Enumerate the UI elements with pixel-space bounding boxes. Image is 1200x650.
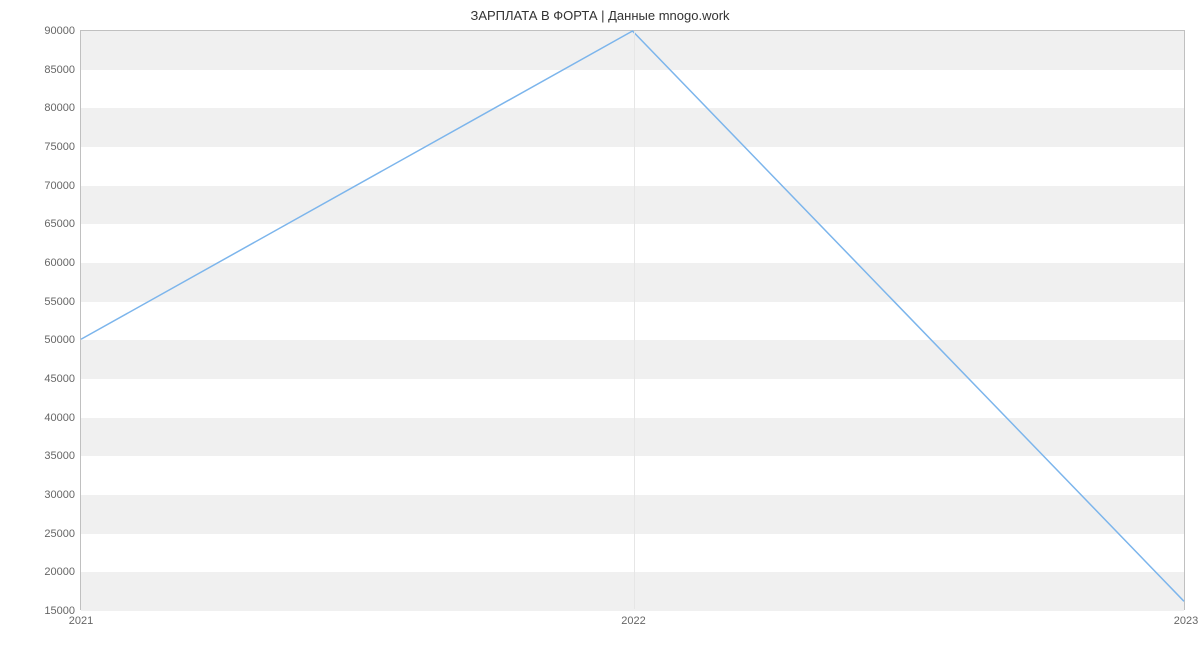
y-tick-label: 55000: [44, 296, 75, 308]
y-tick-label: 75000: [44, 141, 75, 153]
salary-chart: ЗАРПЛАТА В ФОРТА | Данные mnogo.work 150…: [0, 0, 1200, 650]
y-tick-label: 30000: [44, 489, 75, 501]
y-tick-label: 35000: [44, 450, 75, 462]
y-tick-label: 80000: [44, 102, 75, 114]
y-tick-label: 90000: [44, 25, 75, 37]
x-tick-label: 2022: [621, 615, 645, 627]
y-tick-label: 50000: [44, 334, 75, 346]
y-tick-label: 60000: [44, 257, 75, 269]
y-tick-label: 40000: [44, 412, 75, 424]
line-layer: [81, 31, 1184, 609]
y-tick-label: 65000: [44, 218, 75, 230]
y-tick-label: 70000: [44, 180, 75, 192]
x-gridline: [634, 31, 635, 609]
y-tick-label: 20000: [44, 566, 75, 578]
y-tick-label: 45000: [44, 373, 75, 385]
y-tick-label: 25000: [44, 528, 75, 540]
chart-title: ЗАРПЛАТА В ФОРТА | Данные mnogo.work: [0, 0, 1200, 23]
y-tick-label: 85000: [44, 64, 75, 76]
x-tick-label: 2021: [69, 615, 93, 627]
plot-area: 1500020000250003000035000400004500050000…: [80, 30, 1185, 610]
x-tick-label: 2023: [1174, 615, 1198, 627]
series-line: [81, 31, 1184, 601]
